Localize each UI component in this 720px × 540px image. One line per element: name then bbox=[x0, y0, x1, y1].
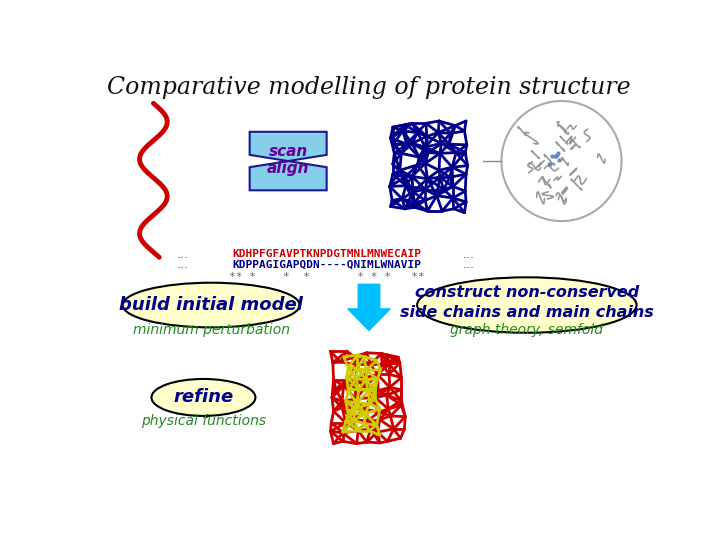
Text: ** *    *  *       * * *   **: ** * * * * * * ** bbox=[229, 272, 425, 282]
Text: graph theory, semfold: graph theory, semfold bbox=[450, 323, 603, 338]
Text: construct non-conserved
side chains and main chains: construct non-conserved side chains and … bbox=[400, 285, 654, 320]
Text: ...: ... bbox=[463, 248, 475, 261]
Text: KDPPAGIGAPQDN----QNIMLWNAVIP: KDPPAGIGAPQDN----QNIMLWNAVIP bbox=[232, 260, 421, 270]
Ellipse shape bbox=[151, 379, 256, 416]
Text: refine: refine bbox=[174, 388, 233, 407]
Ellipse shape bbox=[122, 283, 300, 327]
FancyArrow shape bbox=[348, 284, 390, 330]
Text: scan: scan bbox=[269, 144, 307, 159]
Text: physical functions: physical functions bbox=[141, 414, 266, 428]
Text: Comparative modelling of protein structure: Comparative modelling of protein structu… bbox=[107, 76, 631, 99]
Text: align: align bbox=[267, 161, 310, 176]
Text: ...: ... bbox=[176, 248, 189, 261]
Text: build initial model: build initial model bbox=[120, 296, 303, 314]
Polygon shape bbox=[250, 132, 327, 190]
Text: ...: ... bbox=[176, 259, 189, 272]
Text: minimum perturbation: minimum perturbation bbox=[132, 323, 289, 338]
Circle shape bbox=[501, 101, 621, 221]
Text: ...: ... bbox=[463, 259, 475, 272]
Ellipse shape bbox=[417, 278, 636, 333]
Text: KDHPFGFAVPTKNPDGTMNLMNWECAIP: KDHPFGFAVPTKNPDGTMNLMNWECAIP bbox=[232, 249, 421, 259]
